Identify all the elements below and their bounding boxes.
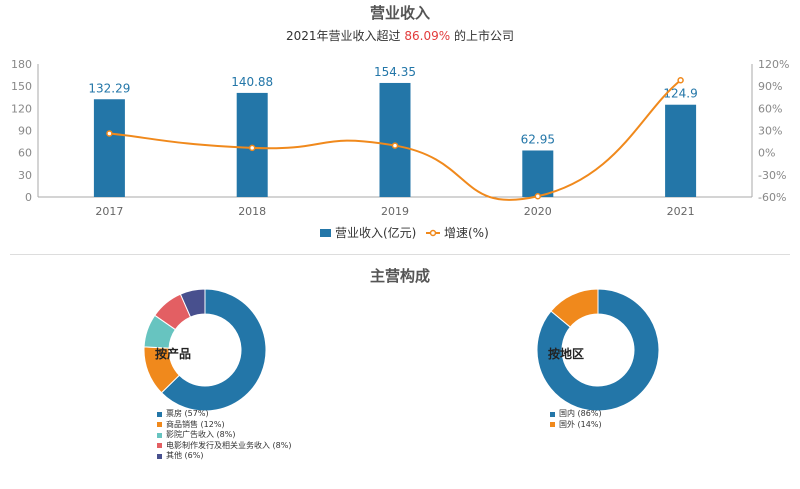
section-title: 主营构成 xyxy=(369,267,430,285)
y-right-tick-label: 0% xyxy=(758,147,775,160)
subtitle-suffix: 的上市公司 xyxy=(453,29,514,43)
legend-label-revenue: 营业收入(亿元) xyxy=(335,225,416,240)
product-slice-票房 xyxy=(160,288,267,412)
y-right-tick-label: 60% xyxy=(758,102,782,115)
x-tick-label: 2018 xyxy=(238,205,266,218)
y-right-tick-label: -60% xyxy=(758,191,786,204)
x-tick-label: 2021 xyxy=(667,205,695,218)
y-left-tick-label: 120 xyxy=(11,102,32,115)
legend-item: 商品销售 (12%) xyxy=(157,420,291,431)
bar-value-label: 62.95 xyxy=(521,132,555,146)
legend-label: 影院广告收入 (8%) xyxy=(166,430,236,439)
y-left-tick-label: 180 xyxy=(11,58,32,71)
legend-product: 票房 (57%) 商品销售 (12%) 影院广告收入 (8%) 电影制作发行及相关业务… xyxy=(157,409,291,462)
bar-value-label: 154.35 xyxy=(374,65,416,79)
x-tick-label: 2020 xyxy=(524,205,552,218)
growth-point-2020 xyxy=(534,193,542,200)
section-divider xyxy=(10,254,790,255)
x-tick-label: 2019 xyxy=(381,205,409,218)
y-left-tick-label: 60 xyxy=(18,147,32,160)
bar-2017 xyxy=(93,99,125,197)
y-left-tick-label: 90 xyxy=(18,125,32,138)
legend-label-growth: 增速(%) xyxy=(444,226,489,240)
growth-point-2021 xyxy=(677,77,684,84)
legend-swatch xyxy=(550,411,555,417)
subtitle-prefix: 2021年营业收入超过 xyxy=(286,29,401,43)
y-left-tick-label: 150 xyxy=(11,80,32,93)
legend-swatch xyxy=(157,432,162,438)
product-slice-其他 xyxy=(179,288,206,318)
legend-item: 国内 (86%) xyxy=(550,409,602,420)
legend-swatch xyxy=(157,422,162,428)
bar-2021 xyxy=(665,104,697,197)
legend-label: 商品销售 (12%) xyxy=(166,419,225,429)
pie-label-region: 按地区 xyxy=(548,347,585,361)
legend-item: 票房 (57%) xyxy=(157,409,291,420)
legend-swatch xyxy=(157,453,162,459)
x-tick-label: 2017 xyxy=(95,205,123,218)
y-right-tick-label: 30% xyxy=(758,125,782,138)
y-right-tick-label: 90% xyxy=(758,80,782,93)
chart-title: 营业收入 xyxy=(369,4,430,22)
legend-swatch xyxy=(550,422,555,428)
y-right-tick-label: 120% xyxy=(758,58,789,71)
growth-point-2017 xyxy=(106,130,113,137)
legend-item: 影院广告收入 (8%) xyxy=(157,430,291,441)
legend-label: 国外 (14%) xyxy=(559,419,602,429)
legend-item: 电影制作发行及相关业务收入 (8%) xyxy=(157,441,291,452)
legend-item: 其他 (6%) xyxy=(157,451,291,462)
region-slice-国内 xyxy=(536,288,660,412)
bar-value-label: 124.9 xyxy=(663,87,697,101)
bar-2019 xyxy=(379,82,411,197)
growth-line xyxy=(109,79,682,201)
growth-point-2018 xyxy=(248,144,256,152)
legend-label: 电影制作发行及相关业务收入 (8%) xyxy=(166,440,292,450)
legend-label: 其他 (6%) xyxy=(166,451,204,460)
bar-value-label: 140.88 xyxy=(231,75,273,89)
legend-item: 国外 (14%) xyxy=(550,420,602,431)
legend-swatch xyxy=(157,411,162,417)
bar-2020 xyxy=(522,150,554,197)
legend-swatch-revenue xyxy=(320,229,331,237)
y-left-tick-label: 30 xyxy=(18,169,32,182)
revenue-combo-chart: 0 30 60 90 120 150 180 -60% -30% 0% 30% 60% 90% 120% 1… xyxy=(11,58,789,240)
bar-value-label: 132.29 xyxy=(88,81,130,95)
legend-marker-growth xyxy=(429,229,437,237)
y-left-tick-label: 0 xyxy=(25,191,32,204)
legend-region: 国内 (86%) 国外 (14%) xyxy=(550,409,602,430)
growth-point-2019 xyxy=(391,142,399,149)
subtitle-highlight-value: 86.09% xyxy=(404,29,451,43)
chart-subtitle: 2021年营业收入超过 86.09% 的上市公司 xyxy=(0,27,800,44)
region-slice-国外 xyxy=(550,288,599,328)
pie-label-product: 按产品 xyxy=(155,347,192,361)
legend-label: 国内 (86%) xyxy=(559,409,602,418)
y-right-tick-label: -30% xyxy=(758,169,786,182)
legend-label: 票房 (57%) xyxy=(166,409,209,418)
legend-swatch xyxy=(157,443,162,449)
